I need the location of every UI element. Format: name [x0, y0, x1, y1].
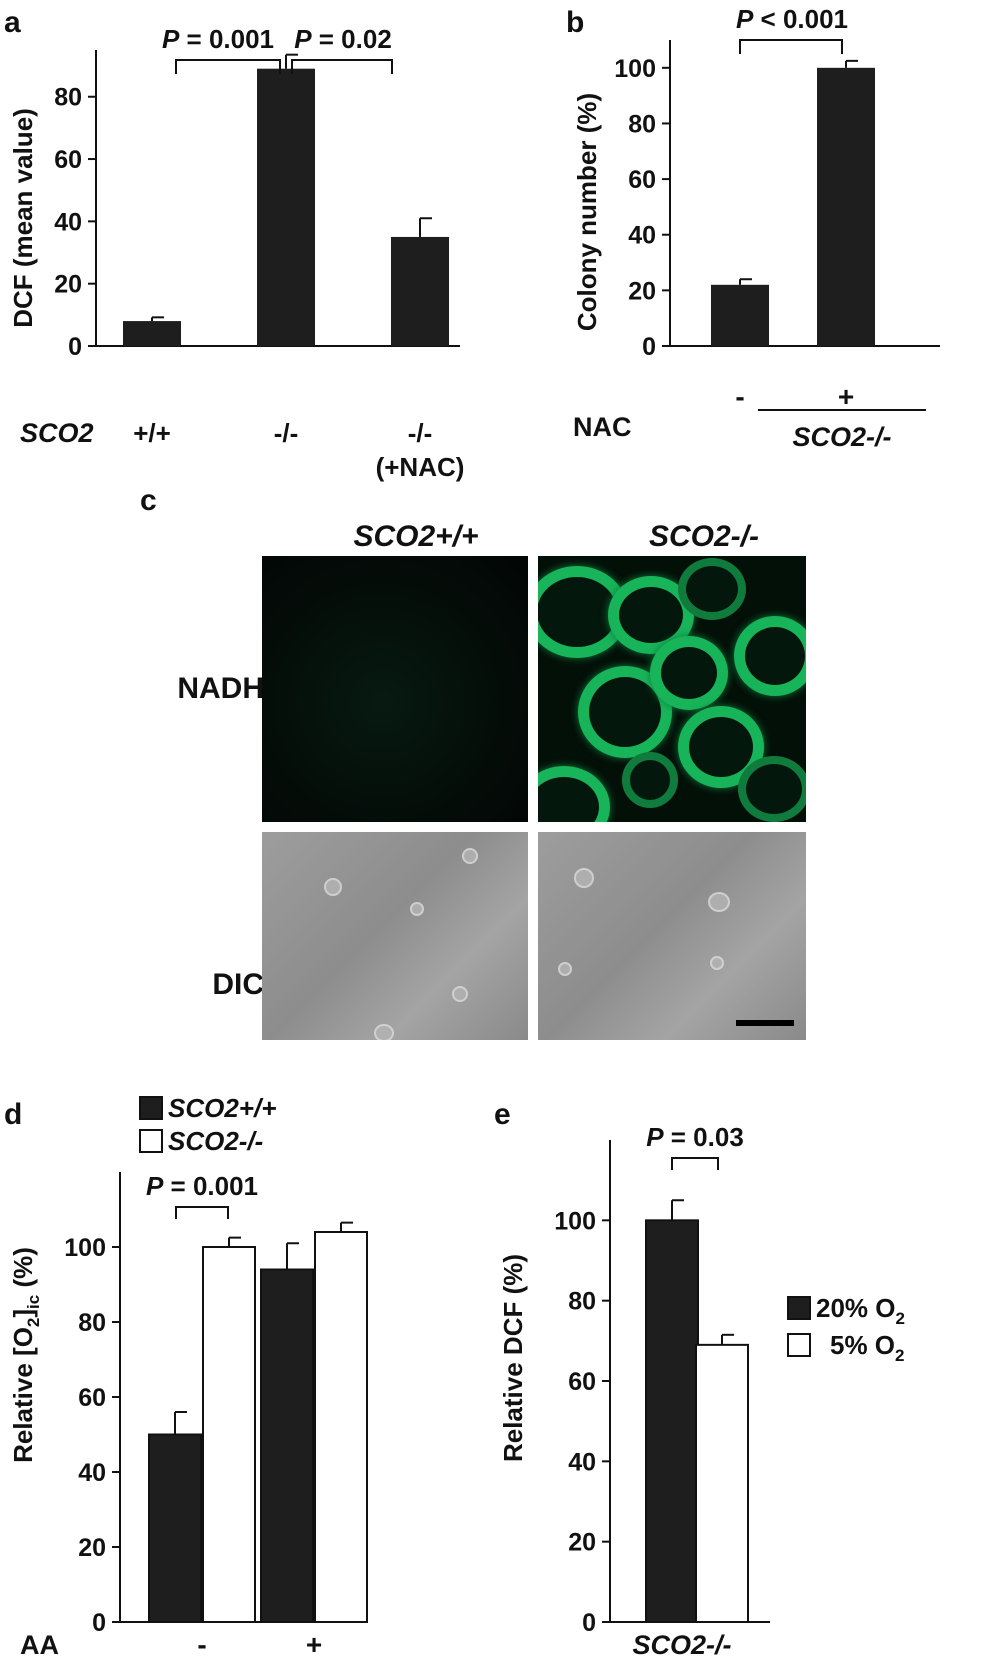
p-value-label: P = 0.03 — [646, 1122, 744, 1152]
chart-e: Relative DCF (%) SCO2-/- 20% O2 5% O2 0 2… — [498, 1122, 905, 1660]
y-tick-label: 20 — [568, 1529, 596, 1557]
chart-d-ylabel: Relative [O2]ic (%) — [8, 1247, 43, 1463]
x-tick-label: + — [838, 381, 854, 412]
p-value-label: P < 0.001 — [736, 4, 848, 34]
y-tick-label: 100 — [64, 1234, 106, 1262]
bar — [314, 1231, 368, 1623]
y-tick-label: 40 — [568, 1448, 596, 1476]
panel-letter-d: d — [4, 1098, 22, 1131]
y-tick-label: 20 — [54, 271, 82, 299]
p-value-label: P = 0.001 — [146, 1171, 258, 1201]
legend-label-20pct-o2: 20% O2 — [816, 1293, 905, 1328]
y-tick-label: 60 — [54, 146, 82, 174]
y-tick-label: 100 — [554, 1207, 596, 1235]
y-tick-label: 60 — [78, 1384, 106, 1412]
x-tick-label: -/- — [274, 418, 299, 448]
bar — [711, 284, 769, 346]
x-tick-sublabel: (+NAC) — [376, 452, 465, 482]
chart-b-row-label: NAC — [573, 412, 632, 442]
y-tick-label: 60 — [628, 166, 656, 194]
significance-bracket — [291, 59, 393, 74]
y-tick-label: 80 — [78, 1309, 106, 1337]
y-tick-label: 0 — [68, 333, 82, 361]
panel-letter-b: b — [566, 6, 584, 39]
chart-a-ylabel: DCF (mean value) — [8, 108, 38, 328]
y-tick-label: 20 — [628, 277, 656, 305]
scale-bar — [736, 1020, 794, 1026]
significance-bracket — [671, 1157, 719, 1170]
chart-d-row-label: AA — [20, 1630, 59, 1660]
y-tick-label: 0 — [642, 333, 656, 361]
x-tick-label: - — [197, 1629, 206, 1660]
legend-swatch-5pct-o2 — [787, 1333, 811, 1357]
y-tick-label: 80 — [568, 1288, 596, 1316]
y-tick-label: 100 — [614, 55, 656, 83]
significance-bracket — [739, 39, 843, 54]
panel-c-row-label-dic: DIC — [212, 968, 264, 1001]
panel-letter-c: c — [140, 484, 157, 517]
bar — [202, 1246, 256, 1623]
chart-b-ylabel: Colony number (%) — [572, 93, 602, 331]
significance-bracket — [175, 59, 281, 74]
p-value-label: P = 0.001 — [162, 24, 274, 54]
y-tick-label: 80 — [628, 110, 656, 138]
nadh-image-sco2-wt — [262, 556, 528, 822]
bar — [257, 68, 315, 347]
y-tick-label: 0 — [582, 1609, 596, 1637]
x-tick-label: - — [735, 381, 744, 412]
y-tick-label: 20 — [78, 1534, 106, 1562]
chart-b-group-label: SCO2-/- — [792, 422, 891, 452]
bar — [817, 67, 875, 347]
bar — [148, 1433, 202, 1623]
legend-swatch-sco2-wt — [139, 1096, 163, 1120]
legend-label-5pct-o2: 5% O2 — [830, 1330, 905, 1365]
chart-e-group-label: SCO2-/- — [632, 1630, 731, 1660]
y-tick-label: 80 — [54, 84, 82, 112]
nadh-image-sco2-ko — [538, 556, 806, 822]
chart-a-row-label: SCO2 — [20, 418, 94, 448]
dic-image-sco2-ko — [538, 832, 806, 1040]
x-tick-label: +/+ — [133, 418, 171, 448]
panel-letter-a: a — [4, 6, 21, 39]
chart-b: Colony number (%) NAC SCO2-/- 0 20 40 60 80 1… — [572, 4, 940, 452]
legend-label-sco2-ko: SCO2-/- — [168, 1126, 263, 1156]
bar — [123, 321, 181, 346]
bar — [260, 1268, 314, 1623]
dic-image-sco2-wt — [262, 832, 528, 1040]
y-tick-label: 40 — [54, 208, 82, 236]
chart-d: Relative [O2]ic (%) AA SCO2+/+ SCO2-/- 0… — [8, 1093, 368, 1660]
panel-c-row-label-nadh: NADH — [177, 672, 264, 705]
legend-swatch-20pct-o2 — [787, 1296, 811, 1320]
bar — [391, 236, 449, 346]
panel-c-col-label-ko: SCO2-/- — [649, 520, 759, 553]
y-tick-label: 40 — [78, 1459, 106, 1487]
y-tick-label: 40 — [628, 222, 656, 250]
chart-e-ylabel: Relative DCF (%) — [498, 1254, 528, 1462]
bar — [645, 1219, 699, 1624]
y-tick-label: 60 — [568, 1368, 596, 1396]
x-tick-label: + — [306, 1629, 322, 1660]
chart-a: DCF (mean value) SCO2 0 20 40 60 80 +/+ -/- -/-… — [8, 24, 464, 482]
y-tick-label: 0 — [92, 1609, 106, 1637]
bar — [695, 1343, 749, 1623]
panel-letter-e: e — [494, 1098, 511, 1131]
significance-bracket — [175, 1206, 229, 1219]
x-tick-label: -/- — [408, 418, 433, 448]
panel-c-col-label-wt: SCO2+/+ — [353, 520, 478, 553]
legend-swatch-sco2-ko — [139, 1129, 163, 1153]
p-value-label: P = 0.02 — [294, 24, 392, 54]
legend-label-sco2-wt: SCO2+/+ — [168, 1093, 276, 1123]
